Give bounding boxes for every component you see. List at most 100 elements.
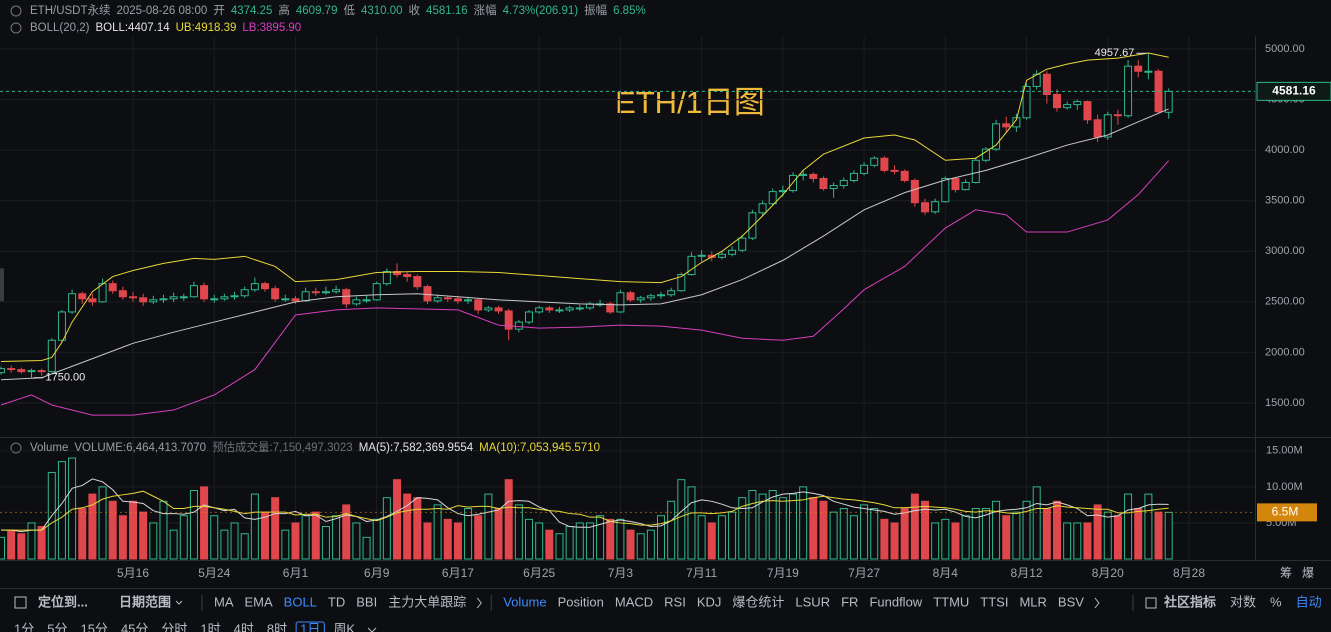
toolbar-item[interactable]: Volume	[503, 594, 546, 609]
candle-body	[545, 307, 554, 311]
candle-body	[47, 339, 56, 373]
toolbar-item[interactable]: TTMU	[933, 594, 969, 609]
volume-bar	[555, 533, 564, 560]
toolbar-item[interactable]: BSV	[1058, 594, 1084, 609]
volume-bar	[992, 500, 1001, 560]
volume-bar	[738, 497, 747, 560]
volume-bar	[464, 508, 473, 560]
toolbar-item[interactable]: 对数	[1230, 594, 1256, 609]
volume-bar	[1083, 522, 1092, 560]
volume-bar	[809, 497, 818, 560]
volume-bar	[1124, 493, 1133, 560]
candle-body	[849, 172, 858, 181]
volume-bar	[37, 526, 46, 560]
toolbar-item[interactable]: TTSI	[980, 594, 1008, 609]
toolbar-item[interactable]: 主力大单跟踪	[388, 594, 466, 609]
candle-body	[738, 237, 747, 251]
toolbar-item[interactable]: 4时	[234, 621, 254, 632]
toolbar-item[interactable]: BOLL	[284, 594, 317, 609]
candle-body	[108, 283, 117, 292]
toolbar-item[interactable]: 8时	[267, 621, 287, 632]
boll-line	[0, 108, 1169, 381]
visibility-icon[interactable]	[10, 5, 22, 17]
header-text: UB:4918.39	[176, 22, 237, 34]
axis-tool[interactable]: 爆	[1302, 566, 1314, 580]
volume-bar	[778, 497, 787, 560]
volume-bar	[717, 515, 726, 560]
toolbar-item[interactable]: 1时	[200, 621, 220, 632]
candle-body	[321, 291, 330, 294]
candle-body	[575, 307, 584, 310]
toolbar-item[interactable]: 1日	[300, 621, 320, 632]
toolbar-item[interactable]: 15分	[80, 621, 107, 632]
volume-bar	[200, 486, 209, 560]
header-text: 4609.79	[296, 5, 338, 17]
volume-bar	[910, 493, 919, 560]
annotation-label: 4957.67	[1095, 47, 1135, 59]
toolbar-item[interactable]: MA	[214, 594, 234, 609]
toolbar-item[interactable]: 自动	[1296, 594, 1322, 609]
x-tick-label: 8月20	[1092, 566, 1124, 580]
visibility-icon[interactable]	[10, 22, 22, 34]
volume-bar	[169, 529, 178, 560]
candle-body	[484, 307, 493, 311]
candle-body	[352, 299, 361, 305]
volume-bar	[636, 533, 645, 560]
candle-body	[494, 307, 503, 312]
candle-body	[139, 297, 148, 303]
volume-bar	[626, 529, 635, 560]
toolbar-item[interactable]: 45分	[121, 621, 148, 632]
volume-bar	[372, 518, 381, 560]
toolbar-item[interactable]: MLR	[1019, 594, 1046, 609]
toolbar-item[interactable]: LSUR	[795, 594, 830, 609]
toolbar-item[interactable]: Position	[558, 594, 604, 609]
toolbar-item[interactable]: RSI	[664, 594, 686, 609]
toolbar-item[interactable]: 日期范围	[119, 594, 171, 609]
toolbar-item[interactable]: FR	[841, 594, 858, 609]
toolbar-item[interactable]: 1分	[14, 621, 34, 632]
candle-body	[443, 297, 452, 300]
locate-icon[interactable]	[14, 596, 27, 609]
toolbar-item[interactable]: 爆仓统计	[732, 594, 784, 609]
volume-bar	[1053, 500, 1062, 560]
candle-body	[169, 296, 178, 300]
visibility-icon[interactable]	[10, 442, 22, 454]
toolbar-item[interactable]: 分时	[161, 621, 187, 632]
toolbar-item[interactable]: Fundflow	[869, 594, 922, 609]
volume-bar	[230, 522, 239, 560]
candle-body	[1022, 85, 1031, 119]
volume-bar	[697, 515, 706, 560]
candle-body	[910, 179, 919, 204]
toolbar-item[interactable]: MACD	[615, 594, 653, 609]
volume-bar	[57, 461, 66, 560]
side-handle[interactable]	[0, 268, 4, 302]
volume-bar	[504, 479, 513, 560]
toolbar-item[interactable]: 定位到...	[37, 594, 88, 609]
volume-bar	[240, 533, 249, 560]
candle-body	[413, 276, 422, 288]
candle-body	[697, 254, 706, 257]
toolbar-item[interactable]: TD	[328, 594, 345, 609]
toolbar-item[interactable]: 社区指标	[1163, 594, 1216, 609]
volume-bar	[1012, 511, 1021, 560]
candle-body	[555, 309, 564, 312]
x-tick-label: 7月27	[848, 566, 880, 580]
candle-body	[1164, 90, 1173, 113]
toolbar-item[interactable]: 5分	[47, 621, 67, 632]
interval-active	[295, 621, 325, 632]
toolbar-item[interactable]: KDJ	[697, 594, 722, 609]
y-tick-label: 4000.00	[1265, 144, 1305, 156]
axis-tool[interactable]: 筹	[1280, 566, 1292, 580]
volume-bar	[514, 504, 523, 560]
candle-body	[667, 290, 676, 296]
toolbar-item[interactable]: EMA	[245, 594, 274, 609]
volume-bar	[17, 533, 26, 560]
toolbar-item[interactable]: BBI	[356, 594, 377, 609]
toolbar-item[interactable]: %	[1270, 594, 1282, 609]
candle-body	[525, 311, 534, 323]
toolbar-item[interactable]: 周K	[333, 621, 355, 632]
volume-bar	[921, 500, 930, 560]
volume-bar	[78, 508, 87, 560]
candle-body	[159, 298, 168, 301]
